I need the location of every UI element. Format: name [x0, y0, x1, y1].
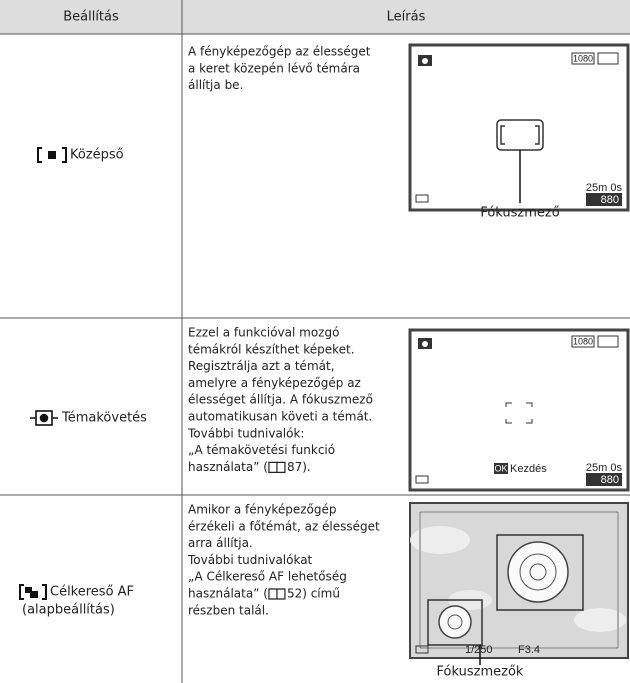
icon-target-af [19, 584, 47, 600]
screen-label: 880 [601, 474, 619, 486]
header-cell: Leírás [387, 10, 426, 25]
description-line: használata” ( [188, 587, 268, 601]
description-line: 52) című [287, 587, 340, 601]
screen [408, 328, 630, 492]
description-line: élességet állítja. A fókuszmező [188, 393, 373, 407]
description-line: Amikor a fényképezőgép [188, 503, 337, 517]
description-line: Ezzel a funkcióval mozgó [188, 326, 339, 340]
setting-label: (alapbeállítás) [22, 603, 115, 618]
description-line: További tudnivalókat [187, 553, 313, 567]
book-icon [268, 461, 286, 473]
description-line: állítja be. [188, 78, 243, 92]
description-line: Regisztrálja azt a témát, [188, 359, 335, 373]
description-line: „A Célkereső AF lehetőség [188, 570, 347, 584]
screen-label: F3.4 [518, 644, 540, 656]
screen-label: 1080 [573, 53, 593, 63]
setting-label: Témakövetés [61, 411, 147, 426]
screen-label: 25m 0s [586, 182, 623, 194]
icon-tracking [30, 410, 58, 426]
screen-label: OK [494, 463, 507, 473]
description-line: témákról készíthet képeket. [188, 342, 355, 356]
description-line: 87). [287, 460, 311, 474]
description-line: „A témakövetési funkció [188, 443, 335, 457]
screen-label: 880 [601, 194, 619, 206]
header-bg [0, 0, 630, 34]
description-line: amelyre a fényképezőgép az [188, 376, 361, 390]
screen [409, 502, 629, 665]
setting-label: Középső [70, 148, 124, 163]
description-line: használata” ( [188, 460, 268, 474]
setting-label: Célkereső AF [50, 585, 134, 600]
description-line: További tudnivalók: [187, 426, 304, 440]
caption: Fókuszmező [480, 206, 559, 221]
description-line: automatikusan követi a témát. [188, 410, 372, 424]
header-cell: Beállítás [63, 10, 119, 25]
book-icon [268, 588, 286, 600]
screen-label: 1080 [573, 336, 593, 346]
screen-label: 25m 0s [586, 462, 623, 474]
icon-center [37, 147, 67, 163]
description-line: arra állítja. [188, 536, 253, 550]
screen-label: 1/250 [465, 644, 493, 656]
screen [408, 43, 630, 212]
screen-label: Kezdés [510, 463, 547, 475]
description-line: érzékeli a főtémát, az élességet [188, 519, 380, 533]
description-line: a keret közepén lévő témára [188, 61, 360, 75]
description-line: A fényképezőgép az élességet [188, 45, 371, 59]
description-line: részben talál. [188, 603, 269, 617]
caption: Fókuszmezők [437, 665, 524, 680]
